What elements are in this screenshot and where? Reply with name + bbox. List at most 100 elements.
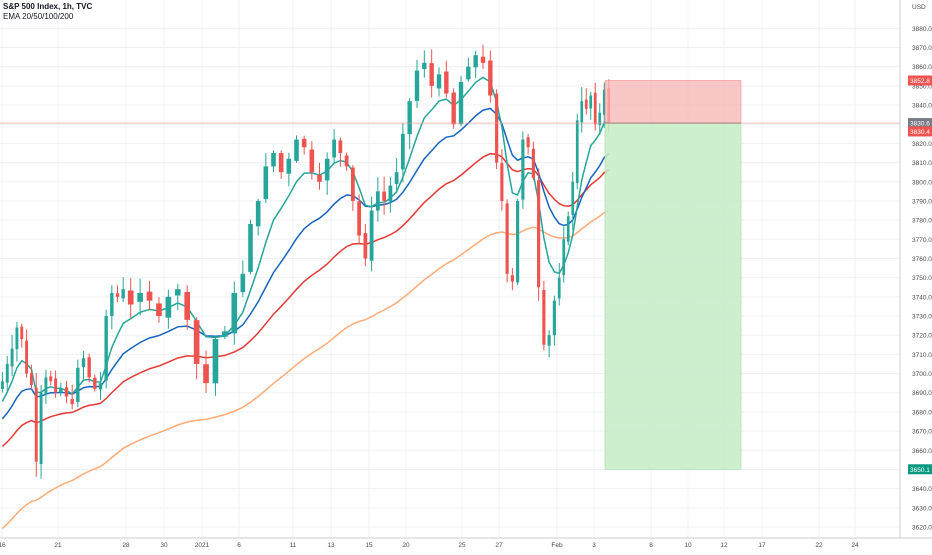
candle-body [505, 203, 509, 274]
candle-body [473, 55, 478, 68]
candle-53 [363, 224, 368, 267]
candle-body [294, 139, 299, 161]
y-tick-label-2: 3640.0 [912, 486, 932, 493]
candle-19 [98, 372, 103, 401]
y-tick-label-17: 3790.0 [912, 198, 932, 205]
price-tag-label: 3830.4 [910, 129, 930, 136]
candle-90 [584, 88, 588, 115]
candle-body [278, 153, 284, 173]
x-tick-label-15: 10 [684, 542, 692, 549]
candle-body [174, 289, 181, 296]
y-tick-label-11: 3730.0 [912, 314, 932, 321]
ema200-line [1, 209, 610, 530]
candle-body [29, 373, 33, 386]
x-tick-label-6: 11 [290, 542, 297, 549]
axis-corner [901, 539, 932, 550]
candle-body [54, 378, 58, 393]
candle-body [248, 223, 253, 272]
candle-63 [429, 49, 434, 98]
candle-body [480, 56, 486, 63]
candle-41 [278, 150, 284, 179]
x-tick-label-7: 13 [327, 542, 335, 549]
candle-45 [309, 141, 315, 180]
candle-87 [571, 171, 575, 230]
symbol-title: S&P 500 Index, 1h, TVC [3, 2, 93, 11]
candle-body [146, 291, 153, 301]
candle-body [510, 275, 514, 282]
y-tick-label-9: 3710.0 [912, 352, 932, 359]
candle-38 [255, 198, 261, 236]
candle-body [338, 140, 343, 153]
y-tick-label-19: 3810.0 [912, 160, 932, 167]
candle-body [222, 331, 228, 337]
candle-70 [480, 44, 486, 69]
time-axis[interactable]: 16 21 28 30 2021 6 11 13 15 20 25 27 Feb 3 8 10 12 17 22 24 [0, 537, 932, 550]
candle-body [363, 233, 368, 259]
short-position-tool[interactable] [604, 80, 742, 470]
candle-body [598, 112, 602, 126]
candle-39 [263, 153, 269, 203]
candle-8 [39, 384, 43, 479]
candle-body [49, 376, 53, 382]
candle-body [332, 139, 336, 158]
candle-5 [25, 329, 29, 378]
x-tick-label-4: 2021 [195, 542, 210, 549]
y-tick-label-5: 3670.0 [912, 429, 932, 436]
candle-body [531, 148, 535, 178]
candle-15 [76, 359, 80, 408]
x-tick-label-9: 20 [402, 542, 410, 549]
price-axis-bg [900, 0, 932, 550]
candle-28 [165, 289, 172, 329]
candle-body [542, 289, 546, 345]
candle-1 [5, 356, 9, 392]
candle-body [394, 172, 399, 184]
candle-body [537, 180, 541, 288]
candle-75 [510, 267, 514, 291]
ema100-line [1, 152, 610, 447]
candle-2 [10, 334, 14, 377]
y-tick-label-7: 3690.0 [912, 390, 932, 397]
grid [0, 0, 900, 538]
price-tag-1: 3830.6 [908, 118, 932, 129]
candle-88 [575, 113, 579, 190]
candle-21 [110, 285, 114, 330]
candle-body [70, 398, 74, 405]
y-tick-label-23: 3850.0 [912, 83, 932, 90]
y-tick-label-8: 3700.0 [912, 371, 932, 378]
candle-body [110, 293, 114, 317]
candles [0, 44, 611, 479]
stop-loss-zone[interactable] [604, 80, 742, 124]
candle-body [104, 316, 108, 381]
x-tick-label-10: 25 [458, 542, 466, 549]
candle-body [0, 381, 4, 389]
candle-body [589, 95, 593, 109]
candle-26 [146, 281, 153, 311]
y-tick-label-18: 3800.0 [912, 179, 932, 186]
x-tick-label-17: 17 [758, 542, 766, 549]
candle-69 [473, 50, 478, 79]
price-tag-bg [908, 126, 932, 137]
candle-37 [248, 219, 253, 275]
candle-body [357, 201, 361, 236]
candle-body [39, 392, 43, 464]
candle-23 [121, 277, 125, 303]
x-tick-label-8: 15 [365, 542, 373, 549]
candle-84 [557, 263, 561, 306]
candle-body [286, 158, 292, 174]
price-axis[interactable]: USD3620.03630.03640.03650.03660.03670.03… [899, 0, 932, 550]
candle-body [451, 92, 456, 125]
candle-body [10, 348, 14, 367]
y-tick-label-25: 3870.0 [912, 45, 932, 52]
candle-body [5, 363, 9, 383]
candle-50 [344, 152, 349, 171]
candle-44 [301, 135, 307, 155]
candle-body [382, 191, 386, 201]
candle-74 [505, 199, 509, 283]
candle-91 [589, 91, 593, 120]
price-tag-3: 3650.1 [908, 464, 932, 475]
candle-73 [500, 149, 504, 211]
take-profit-zone[interactable] [604, 122, 742, 470]
chart-legend: S&P 500 Index, 1h, TVC EMA 20/50/100/200 [3, 2, 92, 22]
